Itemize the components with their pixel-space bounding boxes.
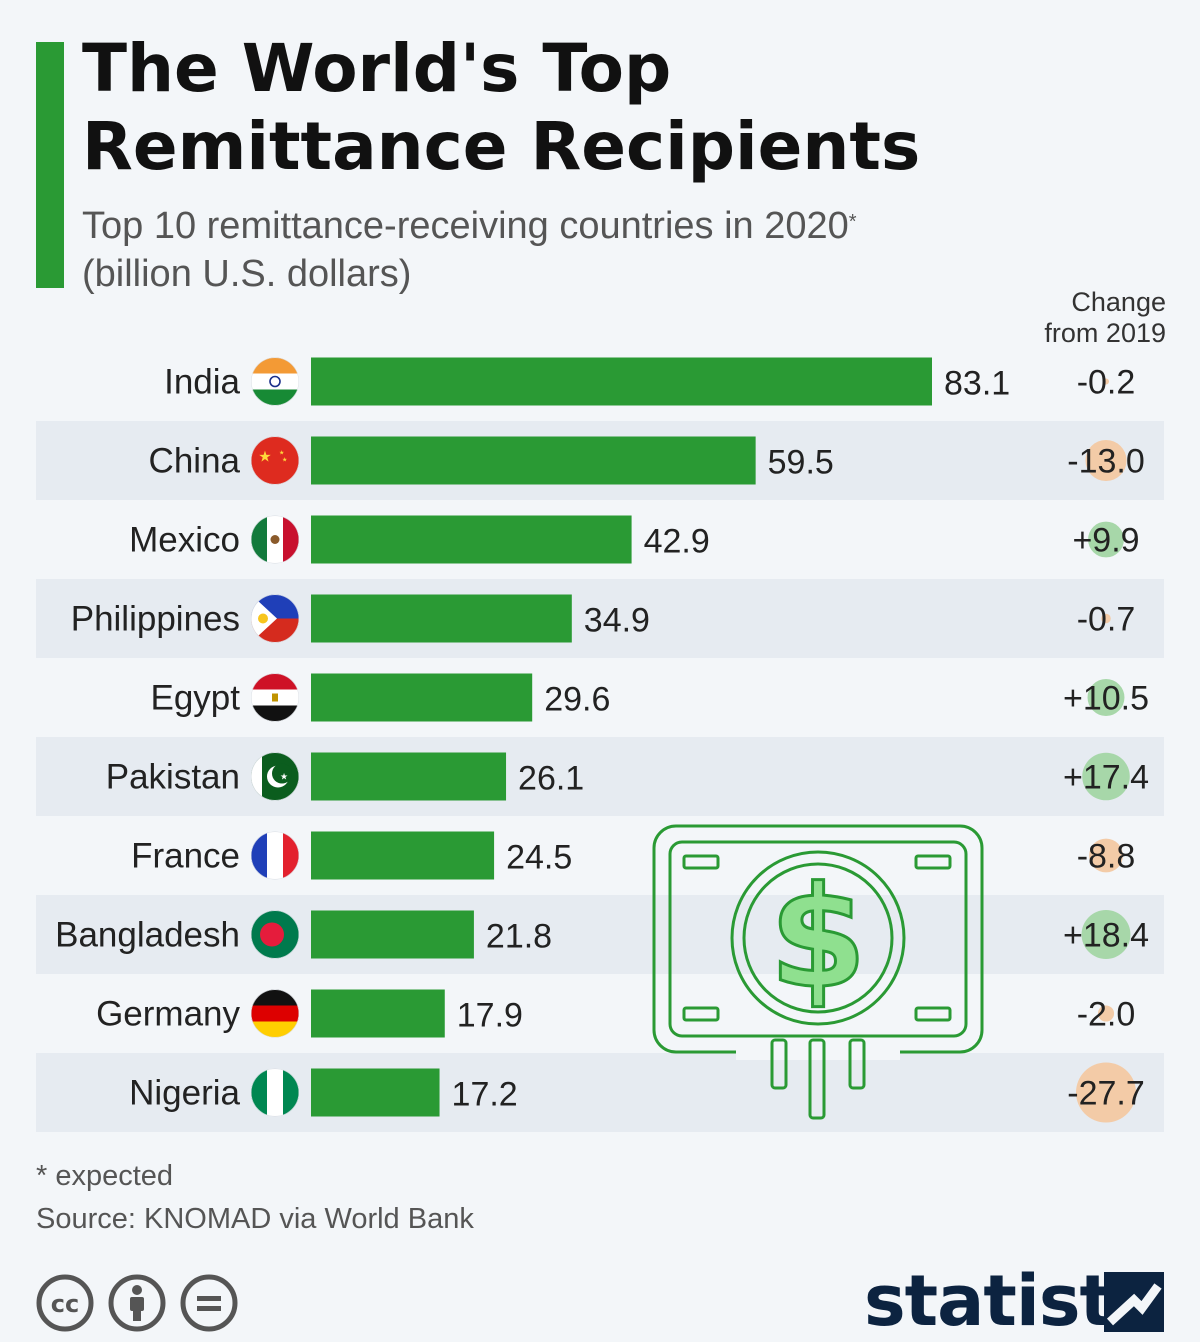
cc-icon[interactable]: cc [36,1274,94,1332]
value-label-philippines: 34.9 [584,602,650,640]
change-bubble-india [1103,378,1109,385]
bar-nigeria [311,1068,440,1117]
subtitle-line-2: (billion U.S. dollars) [82,253,412,295]
title-line-1: The World's Top [82,30,672,107]
change-label-mexico: +9.9 [1072,522,1139,560]
chart-subtitle: Top 10 remittance-receiving countries in… [82,202,1082,298]
money-bill-icon: $ [652,824,984,1120]
category-label-philippines: Philippines [71,600,240,639]
change-bubble-france [1089,838,1123,873]
category-label-pakistan: Pakistan [106,758,240,797]
subtitle-text: Top 10 remittance-receiving countries in… [82,205,849,247]
bar-pakistan [311,752,507,801]
egypt-flag-icon [251,673,299,722]
statista-logo-icon[interactable] [1104,1272,1164,1332]
change-header-line-2: from 2019 [1044,318,1166,348]
bar-philippines [311,594,572,643]
title-line-2: Remittance Recipients [82,108,921,185]
row-stripe-nigeria [36,1053,1164,1132]
category-label-mexico: Mexico [129,521,240,560]
change-header-line-1: Change [1071,287,1166,317]
value-label-egypt: 29.6 [544,681,610,719]
change-label-nigeria: -27.7 [1067,1075,1145,1113]
change-bubble-nigeria [1076,1062,1136,1123]
expected-marker: * [848,211,857,233]
india-flag-icon [251,357,299,406]
svg-text:★: ★ [280,773,288,783]
value-label-bangladesh: 21.8 [486,918,552,956]
attribution-icon[interactable] [108,1274,166,1332]
no-derivatives-icon[interactable] [180,1274,238,1332]
title-accent-bar [36,42,64,288]
change-bubble-mexico [1088,521,1124,558]
category-label-germany: Germany [96,995,240,1034]
change-bubble-pakistan [1082,752,1130,801]
change-bubble-germany [1097,1005,1115,1022]
value-label-india: 83.1 [944,365,1010,403]
change-bubble-china [1085,439,1127,482]
philippines-flag-icon [251,594,299,643]
svg-text:★: ★ [279,450,284,457]
value-label-china: 59.5 [768,444,834,482]
change-label-china: -13.0 [1067,443,1145,481]
footnote: * expected [36,1160,174,1192]
svg-text:★: ★ [258,448,271,466]
row-stripe-philippines [36,579,1164,658]
pakistan-flag-icon: ★ [251,752,299,801]
category-label-china: China [149,442,241,481]
row-stripe-bangladesh [36,895,1164,974]
china-flag-icon: ★ ★★ [251,436,299,485]
svg-text:cc: cc [51,1290,79,1318]
change-label-france: -8.8 [1077,838,1136,876]
change-label-egypt: +10.5 [1063,680,1149,718]
change-bubble-philippines [1101,613,1111,624]
bar-china [311,436,756,485]
bar-mexico [311,515,632,564]
bar-bangladesh [311,910,474,959]
change-label-bangladesh: +18.4 [1063,917,1149,955]
bar-india [311,357,932,406]
bangladesh-flag-icon [251,910,299,959]
subtitle-line-1: Top 10 remittance-receiving countries in… [82,202,1082,250]
germany-flag-icon [251,989,299,1038]
change-bubble-bangladesh [1081,910,1131,959]
change-label-philippines: -0.7 [1077,601,1136,639]
change-bubble-egypt [1087,679,1125,716]
category-label-egypt: Egypt [151,679,241,718]
bar-egypt [311,673,533,722]
mexico-flag-icon [251,515,299,564]
change-label-india: -0.2 [1077,364,1136,402]
value-label-nigeria: 17.2 [452,1076,518,1114]
nigeria-flag-icon [251,1068,299,1117]
bar-germany [311,989,445,1038]
category-label-france: France [131,837,240,876]
category-label-nigeria: Nigeria [129,1074,240,1113]
france-flag-icon [251,831,299,880]
value-label-france: 24.5 [506,839,572,877]
change-label-pakistan: +17.4 [1063,759,1149,797]
page-title: The World's Top Remittance Recipients [82,30,1142,186]
value-label-mexico: 42.9 [644,523,710,561]
change-label-germany: -2.0 [1077,996,1136,1034]
category-label-bangladesh: Bangladesh [55,916,240,955]
source-note: Source: KNOMAD via World Bank [36,1203,474,1235]
svg-text:★: ★ [282,457,287,464]
bar-france [311,831,495,880]
row-stripe-pakistan [36,737,1164,816]
svg-text:$: $ [769,857,866,1020]
change-column-header: Change from 2019 [1044,287,1166,349]
category-label-india: India [164,363,240,402]
value-label-pakistan: 26.1 [518,760,584,798]
value-label-germany: 17.9 [457,997,523,1035]
